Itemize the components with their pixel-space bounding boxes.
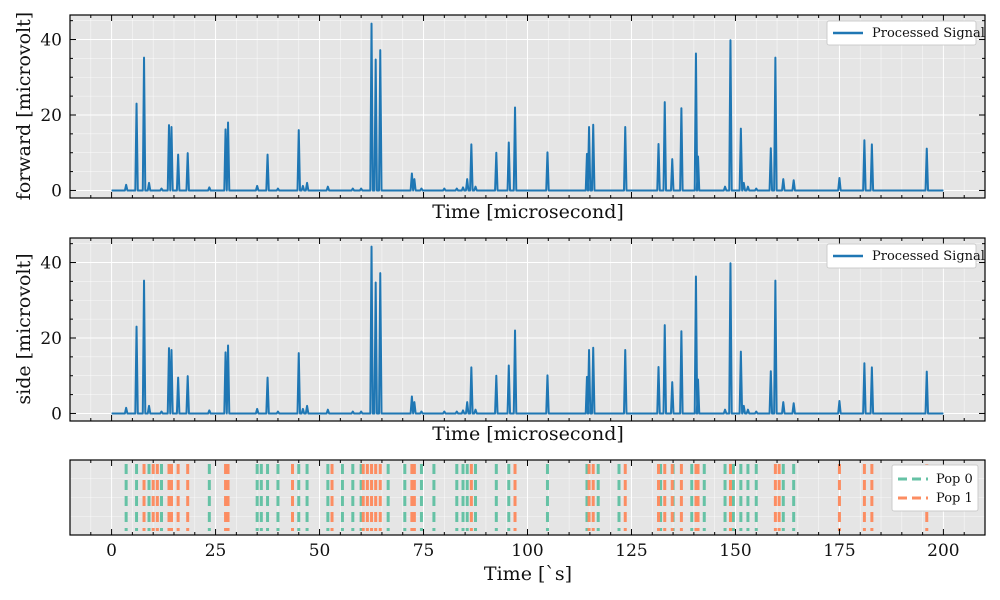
signal-line xyxy=(111,245,944,415)
y-tick-label: 20 xyxy=(40,106,62,126)
y-tick-label: 0 xyxy=(51,404,62,424)
x-tick-label: 200 xyxy=(927,541,959,561)
raster-panel-plot xyxy=(124,464,929,531)
x-tick-label: 0 xyxy=(106,541,117,561)
side-panel-ylabel: side [microvolt] xyxy=(13,253,35,404)
forward-panel-ticks: 0 20 40 xyxy=(40,15,985,201)
side-signal-panel: 0 20 40 Time [microsecond] side [microvolt… xyxy=(13,237,986,445)
legend-signal-label: Processed Signal xyxy=(872,26,985,41)
x-tick-label: 50 xyxy=(309,541,331,561)
side-panel-ticks: 0 20 40 xyxy=(40,238,985,424)
legend-signal-label: Processed Signal xyxy=(872,249,985,264)
legend-box xyxy=(826,243,977,269)
signal-line xyxy=(111,22,944,192)
x-tick-label: 150 xyxy=(719,541,751,561)
y-tick-label: 20 xyxy=(40,329,62,349)
forward-signal-panel: 0 20 40 Time [microsecond] forward [microv… xyxy=(13,12,986,223)
side-panel-legend: Processed Signal xyxy=(826,243,985,269)
legend-box xyxy=(826,20,977,46)
side-panel-xlabel: Time [microsecond] xyxy=(432,423,624,445)
forward-panel-plot xyxy=(111,22,944,192)
legend-pop0-label: Pop 0 xyxy=(936,472,973,487)
raster-panel-xlabel: Time [`s] xyxy=(484,563,572,585)
x-tick-label: 175 xyxy=(823,541,855,561)
legend-pop1-label: Pop 1 xyxy=(936,491,973,506)
y-tick-label: 0 xyxy=(51,181,62,201)
x-tick-label: 25 xyxy=(205,541,227,561)
population-raster-panel: 0 25 50 75 100 125 150 175 200 Time [`s] Pop 0 P… xyxy=(69,459,986,585)
side-panel-plot xyxy=(111,245,944,415)
raster-panel-ticks: 0 25 50 75 100 125 150 175 200 xyxy=(90,460,965,561)
forward-panel-ylabel: forward [microvolt] xyxy=(13,12,35,200)
y-tick-label: 40 xyxy=(40,254,62,274)
forward-panel-xlabel: Time [microsecond] xyxy=(432,201,624,223)
x-tick-label: 75 xyxy=(413,541,435,561)
x-tick-label: 125 xyxy=(615,541,647,561)
forward-panel-legend: Processed Signal xyxy=(826,20,985,46)
x-tick-label: 100 xyxy=(511,541,543,561)
y-tick-label: 40 xyxy=(40,31,62,51)
raster-panel-legend: Pop 0 Pop 1 xyxy=(891,464,979,512)
